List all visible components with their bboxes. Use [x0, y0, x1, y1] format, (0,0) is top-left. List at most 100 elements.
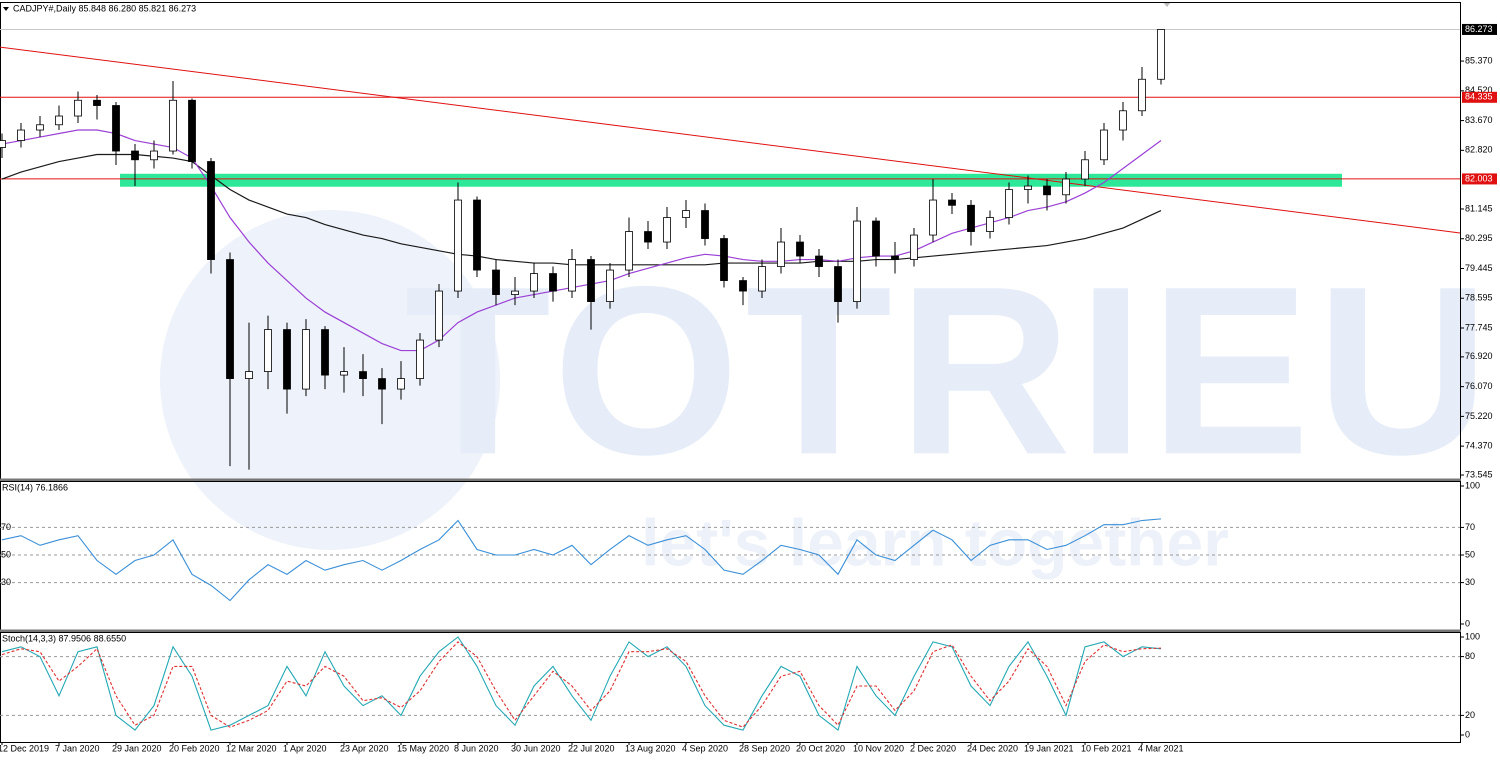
- x-tick-label: 28 Sep 2020: [739, 743, 790, 753]
- shift-marker: [1163, 2, 1171, 7]
- y-tick-label: 30: [1465, 577, 1475, 587]
- candle-body: [986, 217, 994, 232]
- y-tick-label: 84.520: [1465, 85, 1493, 95]
- y-tick-label: 100: [1465, 480, 1480, 490]
- price-label: 86.273: [1465, 24, 1493, 34]
- candle-body: [682, 210, 690, 218]
- candle-body: [74, 99, 82, 117]
- y-tick-label: 76.920: [1465, 351, 1493, 361]
- candle-body: [568, 259, 576, 292]
- x-tick-label: 4 Sep 2020: [682, 743, 728, 753]
- watermark-logo: [160, 210, 500, 550]
- x-tick-label: 4 Mar 2021: [1138, 743, 1184, 753]
- x-tick-label: 8 Jun 2020: [454, 743, 499, 753]
- candle-body: [55, 115, 63, 126]
- candle-body: [777, 241, 785, 267]
- y-tick-label: 77.745: [1465, 322, 1493, 332]
- candle-body: [473, 199, 481, 271]
- candle-body: [891, 255, 899, 260]
- chart-title: CADJPY#,Daily 85.848 86.280 85.821 86.27…: [13, 3, 196, 13]
- x-tick-label: 10 Feb 2021: [1081, 743, 1132, 753]
- y-tick-label: 82.820: [1465, 145, 1493, 155]
- y-tick-label: 74.370: [1465, 441, 1493, 451]
- level-label-box: [1462, 91, 1497, 103]
- left-tick-label: 50: [1, 549, 11, 559]
- candle-body: [815, 255, 823, 267]
- y-tick-label: 0: [1465, 729, 1470, 739]
- candle-body: [1024, 185, 1032, 190]
- candle-body: [340, 371, 348, 376]
- candle-body: [1062, 178, 1070, 196]
- candle-body: [739, 280, 747, 292]
- left-tick-label: 30: [1, 577, 11, 587]
- y-tick-label: 70: [1465, 522, 1475, 532]
- candle-body: [910, 234, 918, 260]
- indicator-line: [1, 641, 1162, 728]
- candle-body: [1005, 189, 1013, 218]
- candle-body: [245, 371, 253, 379]
- x-tick-label: 29 Jan 2020: [112, 743, 162, 753]
- x-tick-label: 7 Jan 2020: [55, 743, 100, 753]
- y-tick-label: 50: [1465, 549, 1475, 559]
- candle-body: [530, 273, 538, 292]
- candle-body: [0, 140, 6, 148]
- candle-body: [720, 238, 728, 281]
- pane-frame: [0, 632, 1461, 743]
- candle-body: [644, 231, 652, 243]
- candle-body: [663, 217, 671, 243]
- left-tick-label: 70: [1, 522, 11, 532]
- x-tick-label: 22 Jul 2020: [568, 743, 615, 753]
- y-tick-label: 80: [1465, 651, 1475, 661]
- pane-divider: [0, 478, 1461, 481]
- candle-body: [131, 150, 139, 161]
- candle-body: [283, 329, 291, 390]
- candle-body: [606, 269, 614, 302]
- candle-body: [112, 105, 120, 152]
- candle-body: [929, 199, 937, 236]
- candle-body: [397, 378, 405, 390]
- price-label-box: [1462, 23, 1497, 35]
- candle-body: [150, 150, 158, 161]
- candle-body: [834, 266, 842, 302]
- x-tick-label: 2 Dec 2020: [910, 743, 956, 753]
- stoch-title: Stoch(14,3,3) 87.9506 88.6550: [2, 633, 126, 643]
- pane-divider: [0, 629, 1461, 632]
- y-tick-label: 73.545: [1465, 469, 1493, 479]
- candle-body: [967, 204, 975, 232]
- menu-arrow[interactable]: [3, 7, 9, 11]
- candle-body: [1043, 185, 1051, 196]
- watermark-brand: TOTRIEU: [405, 236, 1496, 504]
- x-tick-label: 13 Aug 2020: [625, 743, 676, 753]
- candle-body: [321, 329, 329, 376]
- candle-body: [701, 210, 709, 239]
- x-tick-label: 12 Dec 2019: [0, 743, 49, 753]
- x-tick-label: 30 Jun 2020: [511, 743, 561, 753]
- moving-average: [1, 153, 1162, 266]
- watermark-tagline: let's learn together: [641, 505, 1229, 579]
- y-tick-label: 76.070: [1465, 381, 1493, 391]
- x-tick-label: 20 Feb 2020: [169, 743, 220, 753]
- candle-body: [1119, 110, 1127, 131]
- candle-body: [853, 220, 861, 302]
- x-tick-label: 19 Jan 2021: [1024, 743, 1074, 753]
- candle-body: [1157, 29, 1165, 80]
- candle-body: [1138, 78, 1146, 112]
- candle-body: [36, 124, 44, 131]
- y-tick-label: 81.145: [1465, 203, 1493, 213]
- x-tick-label: 1 Apr 2020: [283, 743, 327, 753]
- y-tick-label: 80.295: [1465, 233, 1493, 243]
- candle-body: [264, 329, 272, 372]
- candle-body: [435, 290, 443, 341]
- y-tick-label: 85.370: [1465, 55, 1493, 65]
- y-tick-label: 0: [1465, 618, 1470, 628]
- candle-body: [93, 99, 101, 106]
- candle-body: [169, 99, 177, 152]
- x-tick-label: 15 May 2020: [397, 743, 449, 753]
- candle-body: [302, 329, 310, 390]
- candle-body: [359, 371, 367, 379]
- candle-body: [872, 220, 880, 257]
- y-tick-label: 100: [1465, 631, 1480, 641]
- level-label: 82.003: [1465, 173, 1493, 183]
- candle-body: [207, 161, 215, 260]
